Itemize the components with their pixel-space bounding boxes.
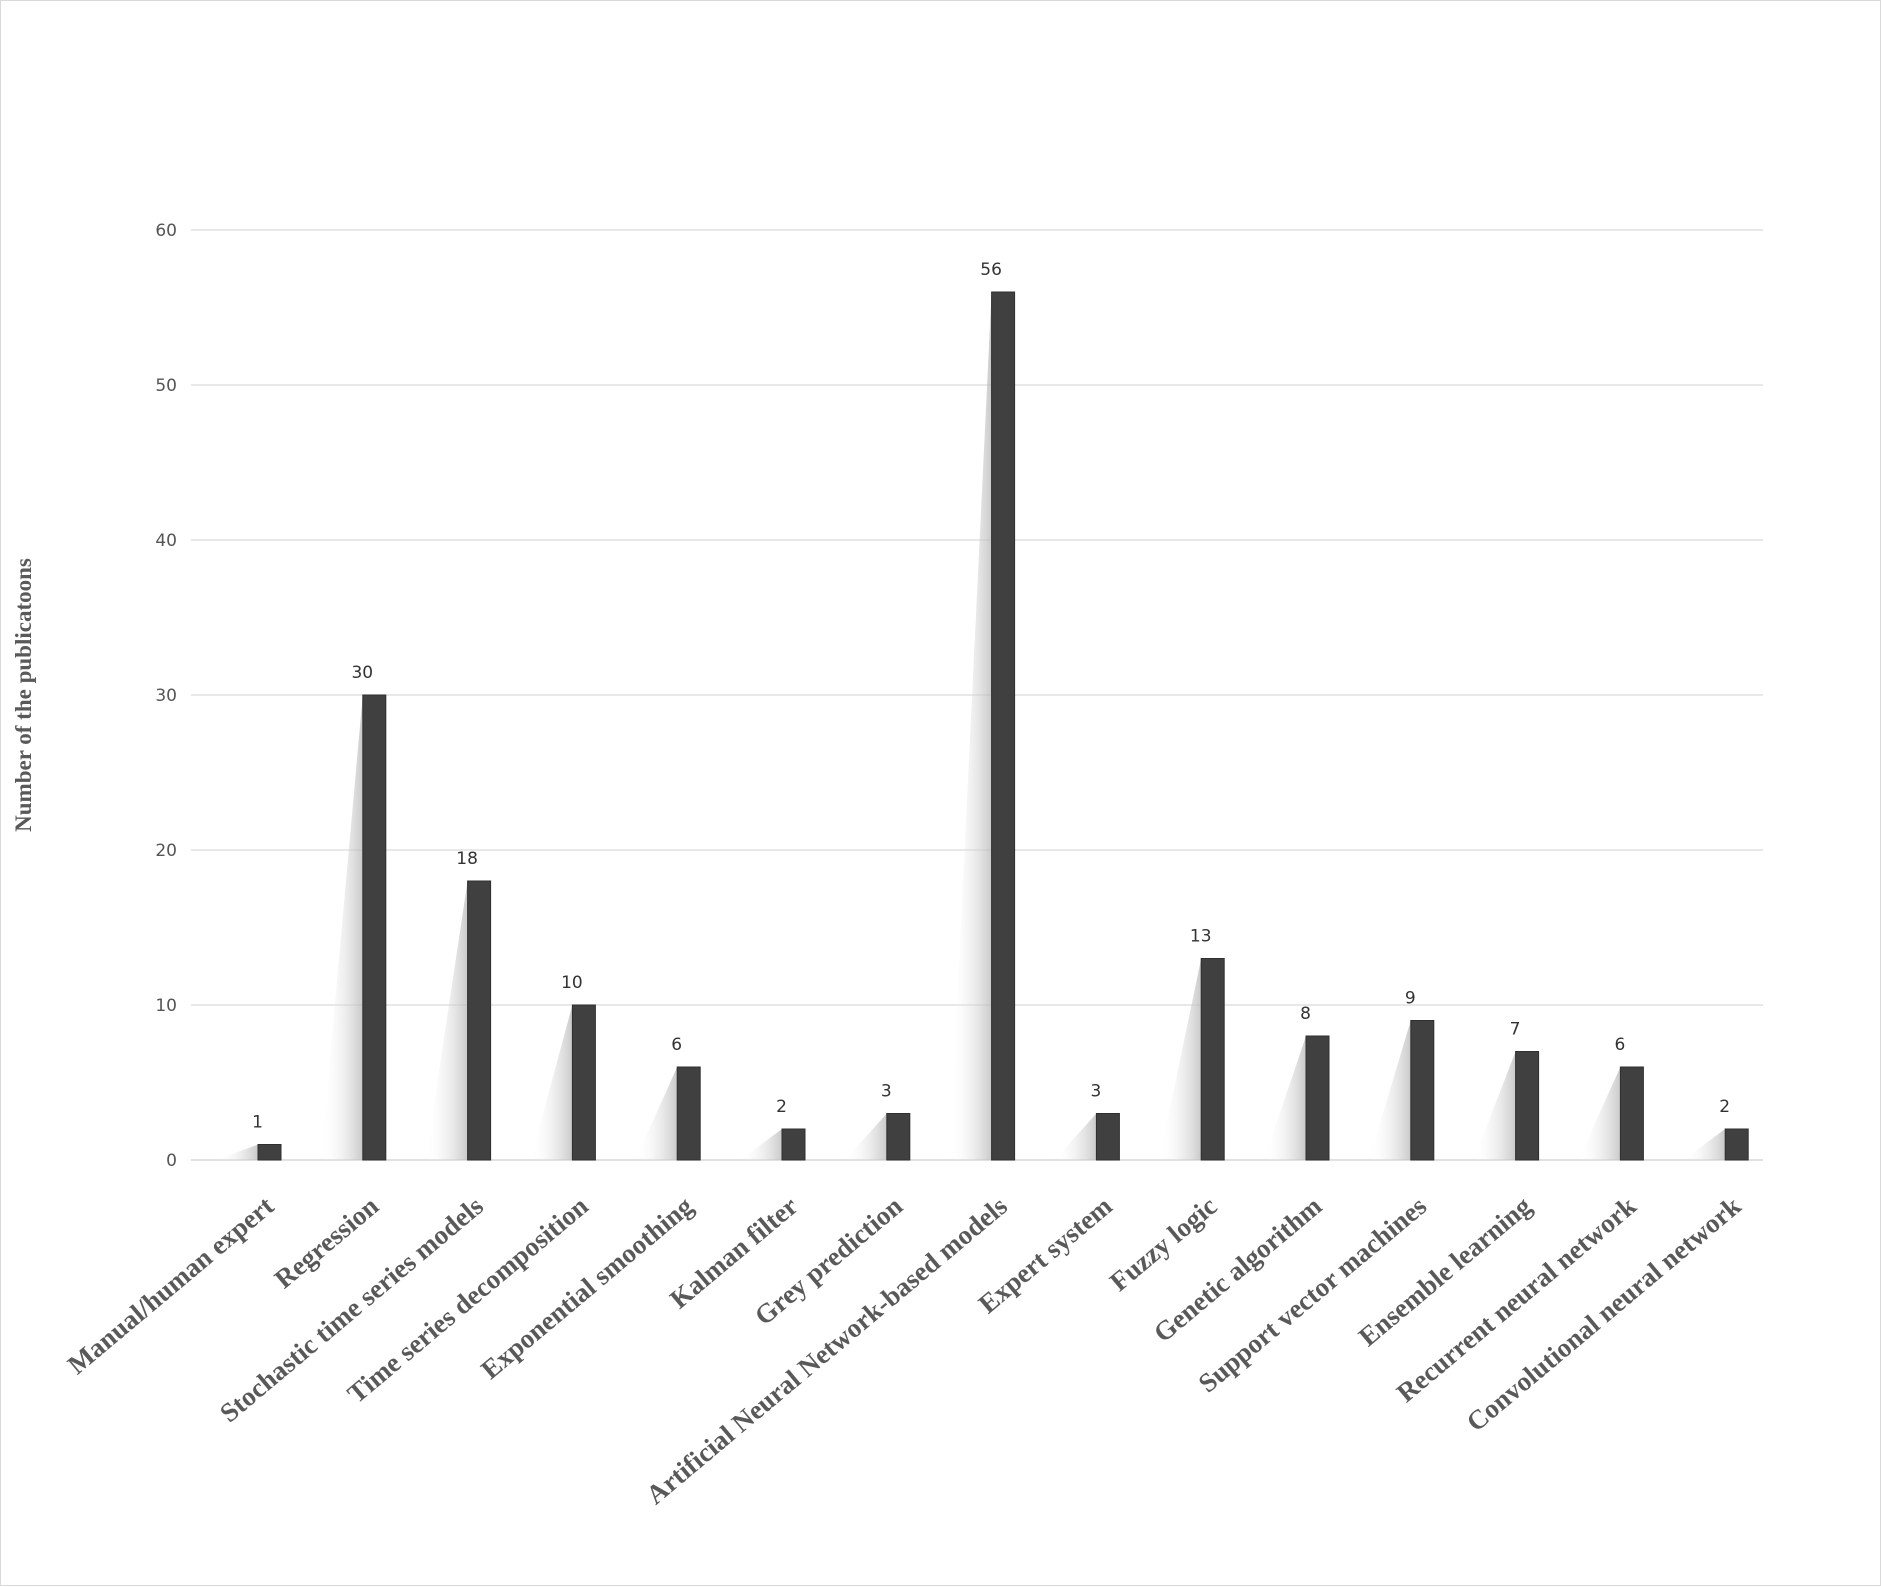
bar [1410, 1020, 1435, 1161]
data-label: 13 [1190, 927, 1212, 947]
x-category-label: Ensemble learning [1353, 1190, 1538, 1352]
y-tick-label: 10 [155, 996, 177, 1016]
bar [362, 694, 387, 1161]
y-tick-label: 50 [155, 376, 177, 396]
bar-shadow [949, 292, 992, 1160]
bar [1515, 1051, 1540, 1161]
y-tick-label: 0 [166, 1151, 177, 1171]
data-label: 6 [671, 1035, 682, 1055]
bar-shadow [216, 1144, 258, 1160]
y-tick-label: 20 [155, 841, 177, 861]
bar [991, 291, 1016, 1161]
bar-shadow [1578, 1067, 1621, 1160]
bar [1619, 1066, 1644, 1161]
y-tick-label: 40 [155, 531, 177, 551]
data-label: 56 [980, 260, 1002, 280]
bar-shadow [1264, 1036, 1306, 1160]
x-category-label: Manual/human expert [62, 1191, 280, 1380]
data-label: 3 [1090, 1082, 1101, 1102]
y-tick-label: 30 [155, 686, 177, 706]
x-axis-labels: Manual/human expertRegressionStochastic … [62, 1190, 1747, 1510]
x-category-label: Artificial Neural Network-based models [640, 1191, 1013, 1510]
data-label: 18 [456, 849, 478, 869]
bar-shadow [635, 1067, 678, 1160]
bar-shadow [740, 1129, 782, 1160]
bar-shadow [1473, 1051, 1516, 1160]
y-tick-label: 60 [155, 221, 177, 241]
y-axis-title: Number of the publicatoons [11, 558, 36, 832]
data-label: 9 [1405, 989, 1416, 1009]
bar-shadows [216, 292, 1726, 1160]
bar [1095, 1113, 1120, 1161]
bar [257, 1144, 282, 1161]
data-labels: 1 30 18 10 6 2 3 56 3 13 8 9 7 6 2 [252, 260, 1730, 1133]
bar-shadow [320, 695, 363, 1160]
bar [467, 880, 492, 1161]
bar-shadow [1368, 1020, 1411, 1160]
bar [676, 1066, 701, 1161]
bar [1200, 958, 1225, 1161]
bar-shadow [844, 1113, 887, 1160]
bar [1724, 1128, 1749, 1161]
data-label: 3 [881, 1082, 892, 1102]
data-label: 1 [252, 1113, 263, 1133]
data-label: 7 [1510, 1020, 1521, 1040]
data-label: 6 [1614, 1035, 1625, 1055]
data-label: 8 [1300, 1004, 1311, 1024]
data-label: 10 [561, 973, 583, 993]
bar-shadow [530, 1005, 573, 1160]
bar [781, 1128, 806, 1161]
bar-shadow [1683, 1129, 1726, 1160]
bar [571, 1004, 596, 1161]
y-axis-ticks: 0 10 20 30 40 50 60 [155, 221, 177, 1171]
bar-shadow [1054, 1113, 1097, 1160]
bar-shadow [425, 881, 468, 1160]
data-label: 30 [351, 663, 373, 683]
data-label: 2 [1719, 1097, 1730, 1117]
bar [886, 1113, 911, 1161]
bar [1305, 1035, 1330, 1161]
bar-shadow [1159, 958, 1202, 1160]
x-category-label: Exponential smoothing [475, 1190, 699, 1384]
data-label: 2 [776, 1097, 787, 1117]
bars [257, 291, 1749, 1161]
